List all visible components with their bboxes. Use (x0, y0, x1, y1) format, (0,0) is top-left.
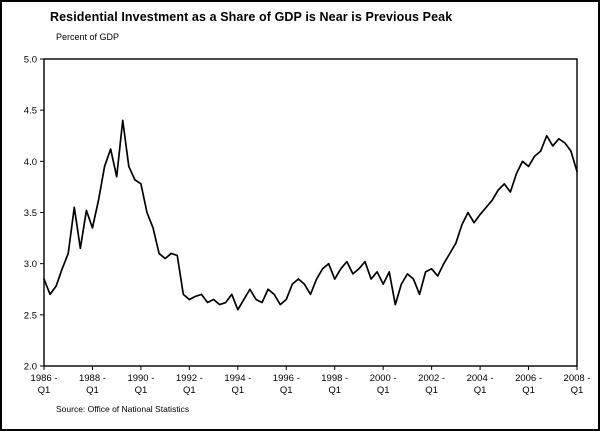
svg-text:1996 -: 1996 - (273, 373, 300, 384)
svg-text:Q1: Q1 (571, 385, 584, 396)
chart-title: Residential Investment as a Share of GDP… (50, 10, 453, 24)
svg-text:Q1: Q1 (377, 385, 390, 396)
svg-text:Q1: Q1 (231, 385, 244, 396)
svg-text:Q1: Q1 (425, 385, 438, 396)
svg-text:Q1: Q1 (86, 385, 99, 396)
svg-text:4.5: 4.5 (24, 106, 37, 117)
svg-text:Q1: Q1 (38, 385, 51, 396)
chart-y-axis-unit-label: Percent of GDP (56, 32, 120, 42)
svg-text:4.0: 4.0 (24, 157, 37, 168)
svg-text:Q1: Q1 (328, 385, 341, 396)
svg-text:2004 -: 2004 - (467, 373, 494, 384)
svg-text:2.0: 2.0 (24, 362, 37, 373)
svg-text:Q1: Q1 (183, 385, 196, 396)
svg-text:1994 -: 1994 - (224, 373, 251, 384)
svg-text:1986 -: 1986 - (31, 373, 58, 384)
svg-text:2.5: 2.5 (24, 310, 37, 321)
svg-text:1992 -: 1992 - (176, 373, 203, 384)
svg-text:2000 -: 2000 - (370, 373, 397, 384)
svg-text:1990 -: 1990 - (127, 373, 154, 384)
chart-source-note: Source: Office of National Statistics (56, 404, 190, 414)
svg-text:2002 -: 2002 - (418, 373, 445, 384)
svg-text:2008 -: 2008 - (564, 373, 591, 384)
svg-text:Q1: Q1 (522, 385, 535, 396)
svg-text:2006 -: 2006 - (515, 373, 542, 384)
svg-text:1998 -: 1998 - (321, 373, 348, 384)
svg-text:Q1: Q1 (135, 385, 148, 396)
svg-text:5.0: 5.0 (24, 55, 37, 66)
svg-text:3.0: 3.0 (24, 259, 37, 270)
svg-text:1988 -: 1988 - (79, 373, 106, 384)
svg-text:3.5: 3.5 (24, 208, 37, 219)
svg-text:Q1: Q1 (474, 385, 487, 396)
svg-text:Q1: Q1 (280, 385, 293, 396)
